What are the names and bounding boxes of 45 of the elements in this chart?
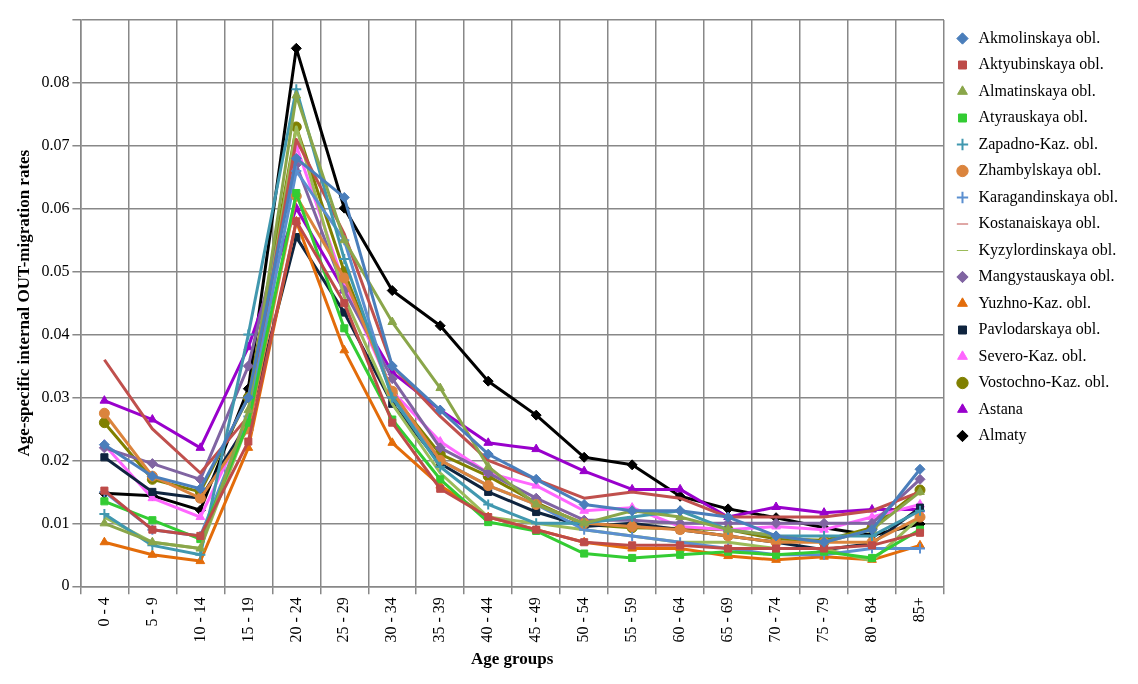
legend-label: Almaty: [978, 426, 1027, 445]
legend-label: Zhambylskaya obl.: [978, 161, 1102, 180]
x-tick-label: 10 - 14: [190, 597, 208, 643]
x-tick-label: 55 - 59: [622, 597, 640, 643]
x-tick-label: 70 - 74: [766, 597, 784, 643]
legend-label: Atyrauskaya obl.: [978, 108, 1088, 127]
legend-label: Vostochno-Kaz. obl.: [978, 373, 1110, 391]
x-tick-label: 25 - 29: [334, 597, 352, 643]
x-tick-label: 75 - 79: [814, 597, 832, 643]
legend-label: Akmolinskaya obl.: [978, 28, 1101, 47]
legend-label: Mangystauskaya obl.: [978, 267, 1115, 286]
legend-label: Zapadno-Kaz. obl.: [978, 134, 1099, 153]
y-tick-label: 0.02: [41, 450, 70, 468]
x-tick-label: 20 - 24: [286, 597, 304, 643]
x-tick-label: 35 - 39: [430, 597, 448, 643]
y-tick-label: 0.08: [41, 73, 70, 91]
y-tick-label: 0.01: [41, 513, 70, 531]
x-tick-label: 45 - 49: [526, 597, 544, 643]
x-tick-label: 40 - 44: [478, 597, 496, 643]
x-tick-label: 5 - 9: [142, 597, 160, 627]
y-axis-title: Age-specific internal OUT-migration rates: [13, 149, 33, 457]
legend-label: Almatinskaya obl.: [978, 81, 1096, 100]
legend-label: Kostanaiskaya obl.: [978, 214, 1101, 233]
y-tick-label: 0.05: [41, 261, 70, 279]
y-tick-label: 0.06: [41, 198, 70, 216]
y-tick-label: 0.07: [41, 136, 70, 154]
x-tick-label: 65 - 69: [718, 597, 736, 643]
x-tick-label: 50 - 54: [574, 597, 592, 643]
x-tick-label: 60 - 64: [670, 597, 688, 643]
x-tick-label: 15 - 19: [238, 597, 256, 643]
legend-label: Astana: [978, 399, 1023, 417]
x-tick-label: 0 - 4: [94, 597, 112, 627]
y-tick-label: 0: [61, 576, 70, 594]
x-axis-title: Age groups: [471, 649, 554, 669]
x-tick-label: 85+: [910, 597, 928, 623]
legend-label: Kyzylordinskaya obl.: [978, 240, 1117, 259]
legend-label: Pavlodarskaya obl.: [978, 320, 1101, 339]
y-tick-label: 0.03: [41, 387, 70, 405]
legend-label: Severo-Kaz. obl.: [978, 346, 1087, 364]
legend-label: Aktyubinskaya obl.: [978, 55, 1104, 74]
legend-label: Karagandinskaya obl.: [978, 187, 1119, 206]
x-tick-label: 30 - 34: [382, 597, 400, 643]
legend-label: Yuzhno-Kaz. obl.: [978, 293, 1091, 311]
y-tick-label: 0.04: [41, 324, 70, 342]
x-tick-label: 80 - 84: [862, 597, 880, 643]
